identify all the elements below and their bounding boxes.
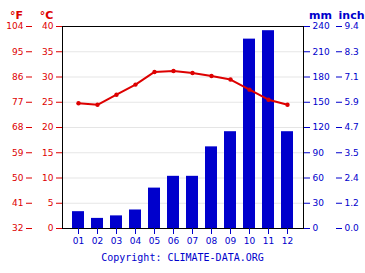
svg-text:86: 86	[12, 72, 24, 82]
svg-text:inch: inch	[339, 9, 365, 22]
svg-text:25: 25	[42, 97, 53, 107]
svg-text:07: 07	[187, 236, 198, 246]
svg-text:59: 59	[12, 148, 24, 158]
svg-text:30: 30	[42, 72, 54, 82]
svg-text:2.4: 2.4	[345, 173, 360, 183]
svg-text:10: 10	[244, 236, 256, 246]
svg-text:240: 240	[313, 21, 330, 31]
svg-text:90: 90	[313, 148, 325, 158]
svg-text:04: 04	[130, 236, 142, 246]
svg-text:35: 35	[42, 47, 53, 57]
svg-text:9.4: 9.4	[345, 21, 360, 31]
svg-text:4.7: 4.7	[345, 122, 359, 132]
svg-text:mm: mm	[309, 9, 332, 22]
svg-text:12: 12	[282, 236, 293, 246]
svg-text:03: 03	[111, 236, 122, 246]
svg-text:01: 01	[73, 236, 84, 246]
svg-text:50: 50	[12, 173, 24, 183]
svg-text:3.5: 3.5	[345, 148, 359, 158]
svg-text:05: 05	[149, 236, 160, 246]
svg-text:06: 06	[168, 236, 180, 246]
svg-text:°F: °F	[10, 9, 23, 22]
svg-text:40: 40	[42, 21, 54, 31]
svg-text:15: 15	[42, 148, 53, 158]
svg-text:30: 30	[313, 198, 325, 208]
svg-text:120: 120	[313, 122, 330, 132]
svg-text:20: 20	[42, 122, 54, 132]
svg-text:5: 5	[48, 198, 54, 208]
svg-text:77: 77	[12, 97, 23, 107]
svg-text:150: 150	[313, 97, 330, 107]
svg-text:0: 0	[313, 223, 319, 233]
svg-text:180: 180	[313, 72, 330, 82]
svg-text:02: 02	[92, 236, 103, 246]
svg-text:09: 09	[225, 236, 237, 246]
svg-text:°C: °C	[40, 9, 54, 22]
svg-text:68: 68	[12, 122, 24, 132]
svg-text:0.0: 0.0	[345, 223, 360, 233]
svg-text:32: 32	[12, 223, 23, 233]
svg-text:11: 11	[263, 236, 274, 246]
svg-text:8.3: 8.3	[345, 47, 359, 57]
svg-text:41: 41	[12, 198, 23, 208]
svg-text:0: 0	[48, 223, 54, 233]
svg-text:08: 08	[206, 236, 218, 246]
svg-text:7.1: 7.1	[345, 72, 359, 82]
svg-text:210: 210	[313, 47, 330, 57]
svg-text:10: 10	[42, 173, 54, 183]
svg-text:95: 95	[12, 47, 23, 57]
svg-text:1.2: 1.2	[345, 198, 359, 208]
html-text:Copyright: CLIMATE-DATA.ORG: Copyright: CLIMATE-DATA.ORG	[101, 252, 264, 263]
svg-text:104: 104	[6, 21, 23, 31]
svg-text:60: 60	[313, 173, 325, 183]
svg-text:5.9: 5.9	[345, 97, 360, 107]
